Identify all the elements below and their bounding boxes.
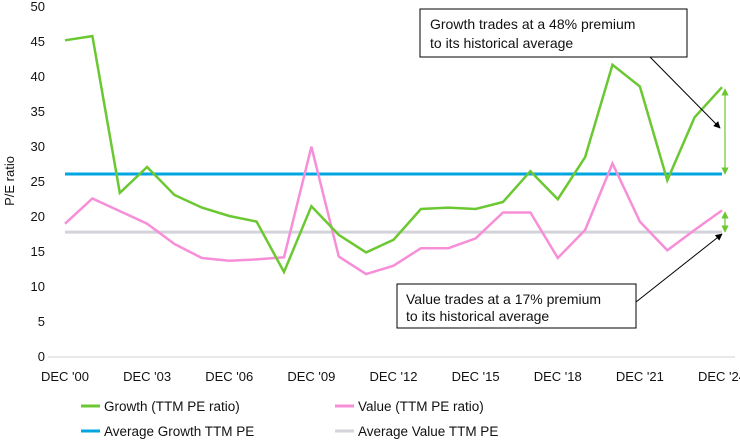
- y-tick-label: 30: [31, 139, 45, 154]
- x-tick-label: DEC '24: [698, 369, 740, 384]
- legend-label-growth: Growth (TTM PE ratio): [104, 399, 240, 414]
- y-tick-label: 0: [38, 349, 45, 364]
- growth-annotation-line1: Growth trades at a 48% premium: [430, 16, 635, 32]
- growth-annotation-line2: to its historical average: [430, 35, 573, 51]
- value-series-line: [65, 147, 722, 274]
- y-tick-label: 40: [31, 69, 45, 84]
- x-tick-label: DEC '21: [616, 369, 664, 384]
- legend-label-avg-growth: Average Growth TTM PE: [104, 424, 254, 439]
- y-tick-label: 20: [31, 209, 45, 224]
- y-tick-label: 50: [31, 0, 45, 14]
- value-annotation-arrow: [636, 234, 722, 302]
- legend-label-value: Value (TTM PE ratio): [358, 399, 484, 414]
- x-tick-label: DEC '15: [452, 369, 500, 384]
- growth-annotation-arrow: [650, 57, 720, 128]
- x-tick-label: DEC '18: [534, 369, 582, 384]
- y-tick-label: 15: [31, 244, 45, 259]
- y-tick-label: 10: [31, 279, 45, 294]
- y-tick-label: 5: [38, 314, 45, 329]
- y-tick-label: 25: [31, 174, 45, 189]
- growth-annotation: Growth trades at a 48% premium to its hi…: [420, 9, 720, 128]
- legend-label-avg-value: Average Value TTM PE: [358, 424, 498, 439]
- y-tick-label: 35: [31, 104, 45, 119]
- x-tick-label: DEC '00: [41, 369, 89, 384]
- y-axis-label: P/E ratio: [2, 156, 17, 206]
- value-annotation-line2: to its historical average: [406, 308, 549, 324]
- value-annotation-line1: Value trades at a 17% premium: [406, 291, 601, 307]
- y-tick-label: 45: [31, 34, 45, 49]
- legend: Growth (TTM PE ratio) Value (TTM PE rati…: [81, 399, 498, 439]
- x-tick-label: DEC '12: [369, 369, 417, 384]
- x-tick-label: DEC '03: [123, 369, 171, 384]
- x-tick-label: DEC '09: [287, 369, 335, 384]
- x-tick-label: DEC '06: [205, 369, 253, 384]
